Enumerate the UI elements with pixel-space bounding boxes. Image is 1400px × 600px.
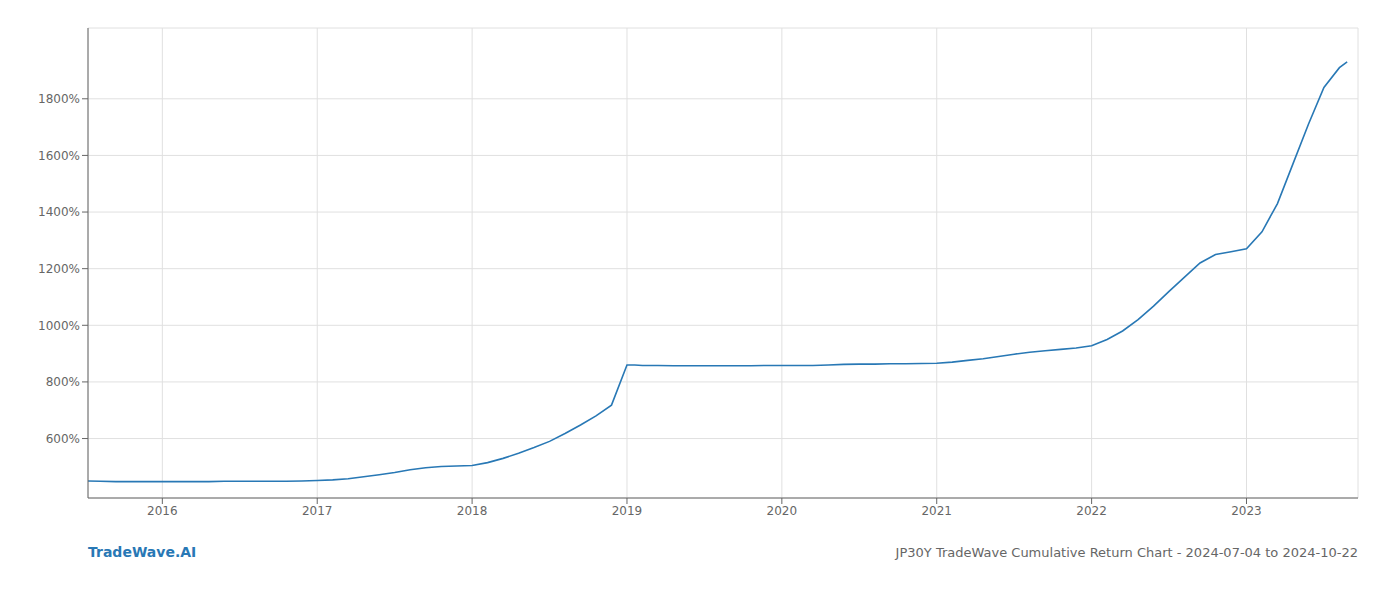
svg-text:1000%: 1000%: [38, 319, 80, 333]
svg-text:2017: 2017: [302, 504, 333, 518]
svg-text:2022: 2022: [1076, 504, 1107, 518]
svg-text:1800%: 1800%: [38, 92, 80, 106]
svg-text:1200%: 1200%: [38, 262, 80, 276]
svg-text:2018: 2018: [457, 504, 488, 518]
svg-text:1600%: 1600%: [38, 149, 80, 163]
svg-text:600%: 600%: [46, 432, 80, 446]
svg-text:2020: 2020: [767, 504, 798, 518]
svg-text:2023: 2023: [1231, 504, 1262, 518]
svg-text:2016: 2016: [147, 504, 178, 518]
svg-text:1400%: 1400%: [38, 205, 80, 219]
html-text:JP30Y TradeWave Cumulative Ret: JP30Y TradeWave Cumulative Return Chart …: [895, 545, 1358, 560]
svg-text:800%: 800%: [46, 375, 80, 389]
svg-text:2021: 2021: [921, 504, 952, 518]
html-text:TradeWave.AI: TradeWave.AI: [88, 544, 197, 560]
svg-text:2019: 2019: [612, 504, 643, 518]
